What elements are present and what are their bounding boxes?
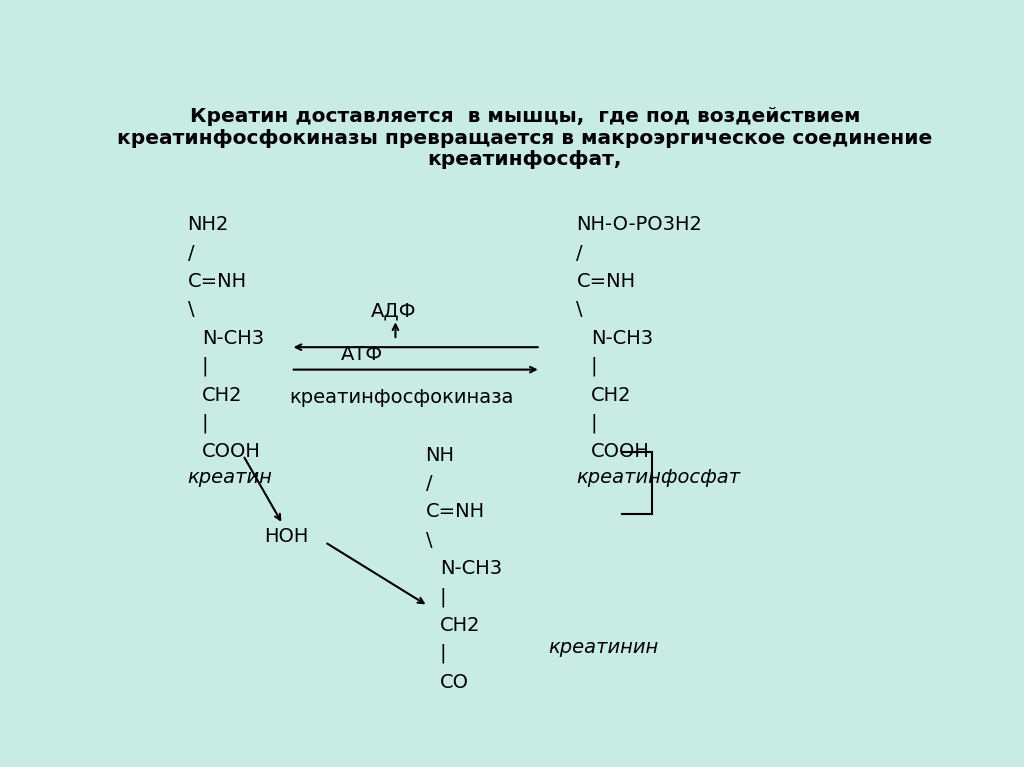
- Text: N-CH3: N-CH3: [591, 329, 652, 347]
- Text: NH-O-PO3H2: NH-O-PO3H2: [577, 216, 702, 235]
- Text: НОН: НОН: [264, 527, 309, 545]
- Text: |: |: [591, 413, 597, 433]
- Text: /: /: [426, 474, 432, 493]
- Text: N-CH3: N-CH3: [440, 559, 502, 578]
- Text: CH2: CH2: [591, 386, 631, 404]
- Text: \: \: [426, 531, 432, 550]
- Text: |: |: [591, 357, 597, 377]
- Text: креатинфосфат: креатинфосфат: [577, 468, 740, 486]
- Text: \: \: [577, 301, 583, 320]
- Text: |: |: [440, 588, 446, 607]
- Text: АДФ: АДФ: [371, 301, 417, 320]
- Text: CH2: CH2: [202, 386, 243, 404]
- Text: C=NH: C=NH: [187, 272, 247, 291]
- Text: креатинфосфат,: креатинфосфат,: [428, 150, 622, 169]
- Text: /: /: [577, 244, 583, 263]
- Text: креатинин: креатинин: [549, 637, 658, 657]
- Text: COOH: COOH: [202, 443, 261, 461]
- Text: креатин: креатин: [187, 468, 272, 486]
- Text: CH2: CH2: [440, 616, 480, 635]
- Text: креатинфосфокиназа: креатинфосфокиназа: [290, 388, 514, 407]
- Text: NH2: NH2: [187, 216, 229, 235]
- Text: \: \: [187, 301, 195, 320]
- Text: креатинфосфокиназы превращается в макроэргическое соединение: креатинфосфокиназы превращается в макроэ…: [117, 129, 933, 147]
- Text: АТФ: АТФ: [341, 345, 383, 364]
- Text: Креатин доставляется  в мышцы,  где под воздействием: Креатин доставляется в мышцы, где под во…: [189, 107, 860, 127]
- Text: NH: NH: [426, 446, 455, 465]
- Text: |: |: [440, 644, 446, 663]
- Text: /: /: [187, 244, 195, 263]
- Text: CO: CO: [440, 673, 469, 692]
- Text: C=NH: C=NH: [426, 502, 484, 522]
- Text: COOH: COOH: [591, 443, 649, 461]
- Text: |: |: [202, 357, 209, 377]
- Text: |: |: [202, 413, 209, 433]
- Text: C=NH: C=NH: [577, 272, 636, 291]
- Text: N-CH3: N-CH3: [202, 329, 264, 347]
